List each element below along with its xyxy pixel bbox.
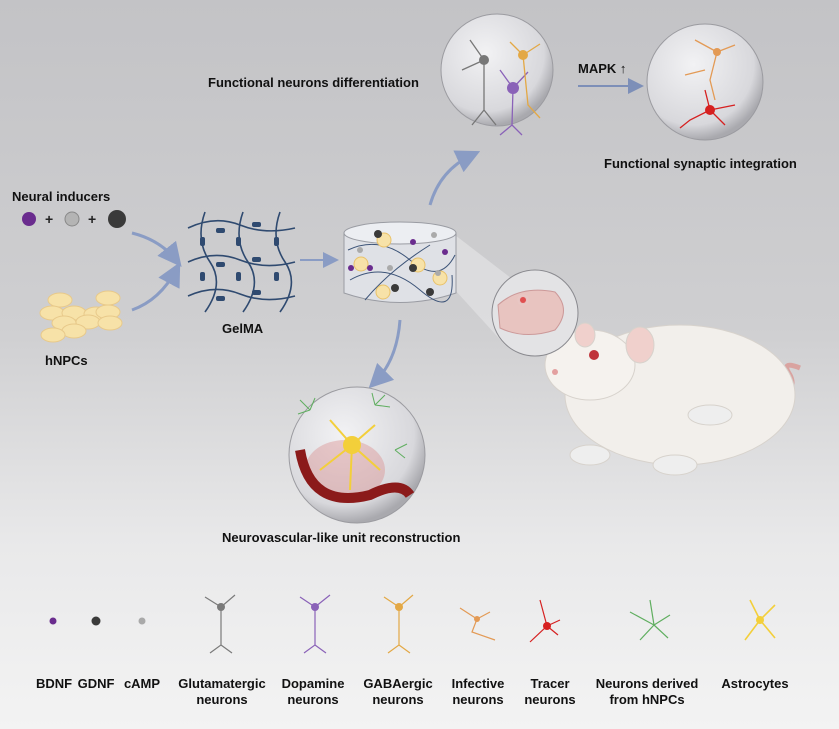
arrow-hnpcs-to-gelma [131, 262, 181, 312]
bdnf-ball [22, 212, 36, 226]
functional-differentiation-label: Functional neurons differentiation [208, 75, 419, 90]
gdnf-ball [108, 210, 126, 228]
hnpc-cluster [39, 290, 123, 343]
legend-tracer-icon [529, 599, 561, 643]
legend-glutamatergic-label: Glutamatergic neurons [178, 676, 266, 707]
legend-dopamine-label: Dopamine neurons [281, 676, 345, 707]
rat-ear [625, 326, 655, 364]
gelma-label: GelMA [222, 321, 264, 336]
neurovascular-label: Neurovascular-like unit reconstruction [222, 530, 461, 545]
legend-dopamine-icon [299, 594, 331, 654]
legend-camp-icon [138, 617, 146, 625]
legend-infective-label: Infective neurons [451, 676, 505, 707]
arrow-to-neurovascular [368, 319, 402, 389]
legend-bdnf-label: BDNF [35, 676, 73, 691]
legend-astrocyte-icon [744, 599, 776, 641]
legend-icons [49, 594, 776, 654]
synaptic-integration-label: Functional synaptic integration [604, 156, 797, 171]
arrow-to-differentiation [428, 150, 481, 206]
legend-gabaergic-icon [383, 594, 414, 654]
svg-text:+: + [45, 211, 53, 227]
neural-inducers-label: Neural inducers [12, 189, 111, 204]
inducer-balls: + + [22, 210, 126, 228]
rat-illustration [544, 322, 801, 476]
legend-camp-label: cAMP [123, 676, 161, 691]
legend-astrocyte-label: Astrocytes [721, 676, 789, 691]
hydrogel-scaffold [343, 221, 457, 303]
differentiation-sphere [440, 13, 554, 136]
mapk-label: MAPK ↑ [578, 61, 627, 76]
rat-eye [589, 350, 599, 360]
legend-gabaergic-label: GABAergic neurons [363, 676, 433, 707]
brain-zoom-circle [491, 269, 579, 357]
neurovascular-sphere [288, 386, 426, 524]
legend-tracer-label: Tracer neurons [524, 676, 576, 707]
legend-infective-icon [459, 607, 496, 641]
synaptic-sphere [646, 23, 764, 141]
gelma-mesh [187, 211, 296, 313]
process-arrows [131, 78, 644, 389]
legend-bdnf-icon [49, 617, 57, 625]
legend-gdnf-icon [91, 616, 101, 626]
svg-text:+: + [88, 211, 96, 227]
legend-glutamatergic-icon [204, 594, 236, 654]
legend-gdnf-label: GDNF [77, 676, 115, 691]
arrow-inducers-to-gelma [131, 231, 182, 268]
blood-vessel [295, 449, 415, 503]
camp-ball [64, 211, 80, 227]
hnpcs-label: hNPCs [45, 353, 88, 368]
legend-hnpc-neuron-label: Neurons derived from hNPCs [595, 676, 699, 707]
legend-hnpc-neuron-icon [629, 599, 671, 641]
